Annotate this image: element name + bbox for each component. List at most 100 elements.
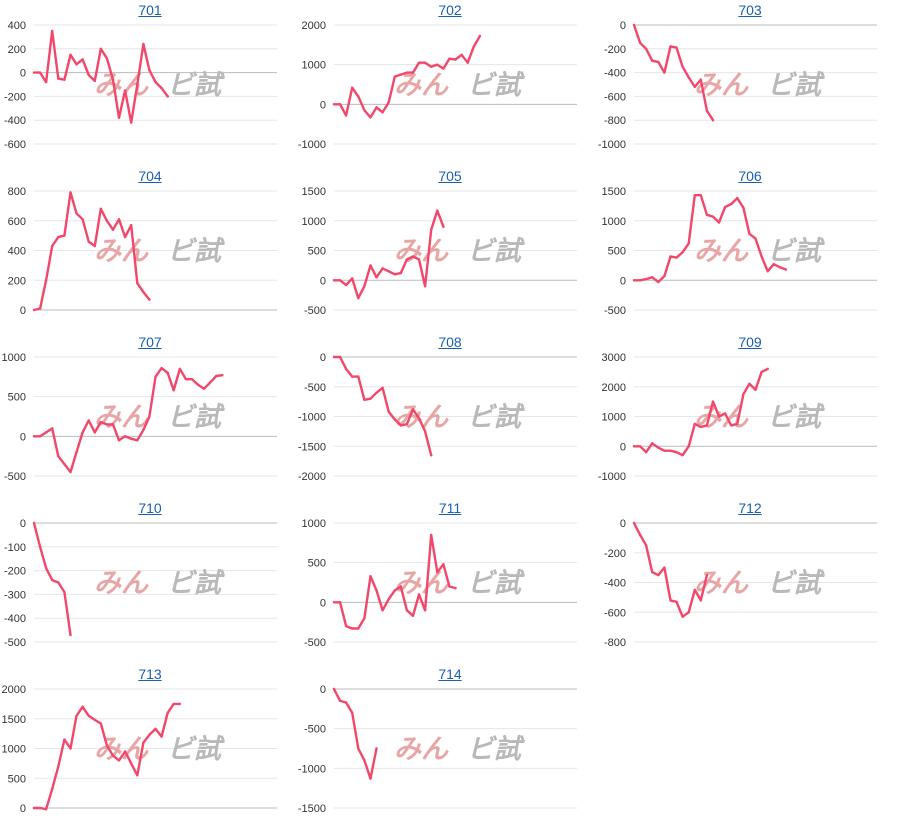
data-point [87,419,90,422]
data-point [411,255,415,258]
data-point [57,765,60,768]
data-point [32,806,36,810]
watermark-part2: ビ試 [767,70,825,101]
data-point [644,277,648,281]
chart-svg: 400 200 0 -200 -400 -600 みん ビ試 [4,20,277,151]
chart-title-link[interactable]: 712 [738,500,762,516]
chart-panel-702: 702 2000 1000 0 -1000 みん ビ試 [298,0,600,166]
y-tick-label: 0 [620,275,626,287]
data-point [748,232,751,235]
data-point [423,61,427,64]
watermark-part1: みん [394,402,449,433]
chart-title-link[interactable]: 711 [438,500,462,516]
chart-title-link[interactable]: 707 [138,334,162,350]
data-point [69,633,72,637]
data-point [393,418,396,421]
chart-title-link[interactable]: 704 [138,168,162,184]
chart-title-link[interactable]: 708 [438,334,462,350]
data-point [644,544,648,547]
chart-panel-704: 704 800 600 400 200 0 みん ビ試 [0,166,300,332]
data-point [123,235,127,239]
data-point [705,573,709,577]
chart-panel-706: 706 1500 1000 500 0 -500 みん ビ試 [600,166,900,332]
data-point [705,213,709,216]
chart-svg: 0 -200 -400 -600 -800 みん ビ試 [604,518,877,649]
y-tick-label: -300 [4,589,26,601]
y-tick-label: -500 [4,471,26,483]
data-point [57,581,60,584]
data-point [375,747,378,750]
y-tick-label: 0 [320,597,326,609]
y-tick-label: -2000 [298,471,326,483]
data-point [681,615,684,618]
y-tick-label: 0 [620,20,626,32]
data-point [105,219,109,222]
data-point [221,374,224,377]
data-point [693,422,696,426]
chart-title-link[interactable]: 710 [138,500,162,516]
chart-svg: 0 -500 -1000 -1500 -2000 みん ビ試 [298,352,577,483]
data-point [748,382,751,385]
data-point [675,46,678,49]
y-tick-label: -1500 [298,803,326,815]
data-point [117,759,121,762]
data-point [105,423,109,426]
chart-title-link[interactable]: 709 [738,334,762,350]
watermark: みん ビ試 [694,70,825,101]
data-point [736,196,739,200]
data-point [81,58,84,61]
data-point [669,45,672,48]
data-point [430,533,433,537]
watermark: みん ビ試 [94,568,225,599]
data-point [38,806,42,810]
data-point [190,378,194,381]
data-point [705,424,709,427]
y-tick-label: -400 [4,613,26,625]
data-point [669,599,672,602]
chart-title-link[interactable]: 702 [438,2,462,18]
y-tick-label: -500 [4,637,26,649]
y-tick-label: -1000 [298,412,326,424]
watermark-part2: ビ試 [467,402,525,433]
data-point [75,451,78,454]
y-tick-label: -400 [4,115,26,127]
watermark: みん ビ試 [394,70,525,101]
data-point [44,567,48,570]
data-point [663,449,666,452]
y-tick-label: -1000 [298,763,326,775]
data-point [669,255,672,258]
chart-title-link[interactable]: 705 [438,168,462,184]
data-point [436,571,439,574]
data-point [172,389,175,392]
data-point [651,442,654,445]
watermark: みん ビ試 [94,734,225,765]
data-point [417,593,421,596]
data-point [699,78,702,81]
data-point [393,589,396,592]
data-point [399,585,402,588]
watermark: みん ビ試 [694,402,825,433]
data-point [375,276,378,279]
data-point [411,71,415,74]
chart-title-link[interactable]: 714 [438,666,462,682]
y-tick-label: 3000 [602,352,626,364]
data-point [63,738,66,741]
data-point [417,417,421,420]
chart-title-link[interactable]: 706 [738,168,762,184]
watermark-part1: みん [94,236,149,267]
y-tick-label: 200 [8,44,26,56]
chart-title-link[interactable]: 703 [738,2,762,18]
y-tick-label: -400 [604,578,626,590]
watermark: みん ビ試 [394,568,525,599]
data-point [448,585,451,588]
chart-title-link[interactable]: 713 [138,666,162,682]
data-point [387,410,390,413]
y-tick-label: 0 [620,441,626,453]
chart-title-link[interactable]: 701 [138,2,162,18]
y-tick-label: 0 [20,68,26,80]
data-point [57,77,60,80]
chart-svg: 3000 2000 1000 0 -1000 みん ビ試 [598,352,877,483]
data-point [111,228,115,231]
data-point [632,279,636,282]
data-point [693,194,696,197]
